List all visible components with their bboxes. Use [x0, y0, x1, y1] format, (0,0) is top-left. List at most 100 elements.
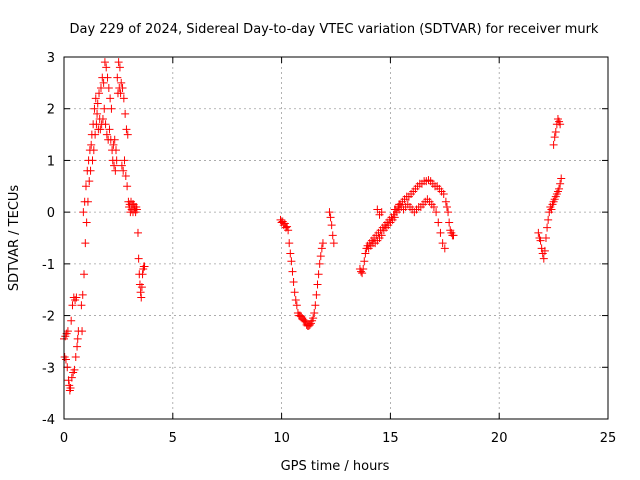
data-point	[112, 156, 121, 165]
data-point	[71, 352, 80, 361]
data-point	[107, 104, 116, 113]
data-point	[318, 239, 327, 248]
data-point	[78, 327, 87, 336]
data-point	[436, 228, 445, 237]
x-axis-label: GPS time / hours	[281, 459, 390, 474]
data-point	[140, 262, 149, 271]
data-point	[390, 205, 399, 214]
data-point	[316, 252, 325, 261]
data-point	[377, 208, 386, 217]
data-point	[549, 140, 558, 149]
data-point	[123, 182, 132, 191]
data-point	[78, 290, 87, 299]
chart-title: Day 229 of 2024, Sidereal Day-to-day VTE…	[70, 22, 599, 37]
data-point	[360, 257, 369, 266]
data-point	[67, 373, 76, 382]
data-point	[99, 78, 108, 87]
data-point	[536, 236, 545, 245]
data-point	[312, 290, 321, 299]
data-point	[81, 239, 90, 248]
data-point	[117, 78, 126, 87]
data-point	[434, 218, 443, 227]
data-point	[119, 94, 128, 103]
data-point	[133, 228, 142, 237]
plot-frame	[63, 56, 609, 420]
data-point	[390, 213, 399, 222]
data-point	[305, 320, 314, 329]
data-point	[534, 228, 543, 237]
data-point	[440, 244, 449, 253]
y-tick-label: 3	[47, 51, 55, 66]
data-point	[377, 231, 386, 240]
data-point	[134, 254, 143, 263]
data-point	[442, 202, 451, 211]
data-point	[117, 161, 126, 170]
data-points	[60, 58, 566, 395]
data-point	[543, 223, 552, 232]
x-tick-label: 25	[600, 431, 617, 446]
data-point	[292, 301, 301, 310]
data-point	[113, 73, 122, 82]
data-point	[326, 213, 335, 222]
data-point	[90, 104, 99, 113]
data-point	[424, 176, 433, 185]
x-tick-label: 20	[491, 431, 508, 446]
data-point	[540, 246, 549, 255]
data-point	[85, 177, 94, 186]
data-point	[284, 226, 293, 235]
data-point	[98, 115, 107, 124]
data-point	[87, 140, 96, 149]
data-point	[556, 179, 565, 188]
data-point	[300, 316, 309, 325]
data-point	[315, 259, 324, 268]
data-point	[317, 244, 326, 253]
data-point	[95, 89, 104, 98]
data-point	[109, 140, 118, 149]
data-point	[79, 208, 88, 217]
data-point	[83, 197, 92, 206]
data-point	[110, 161, 119, 170]
data-point	[444, 208, 453, 217]
data-point	[132, 205, 141, 214]
data-point	[96, 84, 105, 93]
data-point	[429, 202, 438, 211]
data-point	[112, 146, 121, 155]
data-point	[82, 218, 91, 227]
y-tick-label: -1	[42, 258, 55, 273]
data-point	[106, 94, 115, 103]
y-axis-label: SDTVAR / TECUs	[7, 185, 22, 292]
data-point	[328, 231, 337, 240]
y-tick-label: -2	[42, 310, 55, 325]
data-point	[116, 89, 125, 98]
data-point	[555, 184, 564, 193]
data-point	[100, 58, 109, 67]
data-point	[136, 288, 145, 297]
data-point	[359, 265, 368, 274]
data-point	[73, 334, 82, 343]
data-point	[137, 283, 146, 292]
data-point	[72, 293, 81, 302]
data-point	[115, 63, 124, 72]
data-point	[89, 146, 98, 155]
data-point	[101, 120, 110, 129]
data-point	[547, 205, 556, 214]
data-point	[114, 58, 123, 67]
data-point	[373, 205, 382, 214]
y-tick-label: -3	[42, 361, 55, 376]
data-point	[67, 316, 76, 325]
data-point	[121, 109, 130, 118]
data-point	[325, 208, 334, 217]
data-point	[111, 166, 120, 175]
data-point	[66, 383, 75, 392]
data-point	[80, 270, 89, 279]
data-point	[61, 355, 70, 364]
data-point	[286, 249, 295, 258]
y-tick-label: 2	[47, 103, 55, 118]
data-point	[544, 215, 553, 224]
grid-lines	[64, 57, 608, 419]
data-point	[445, 218, 454, 227]
data-point	[137, 293, 146, 302]
data-point	[557, 174, 566, 183]
data-point	[441, 197, 450, 206]
